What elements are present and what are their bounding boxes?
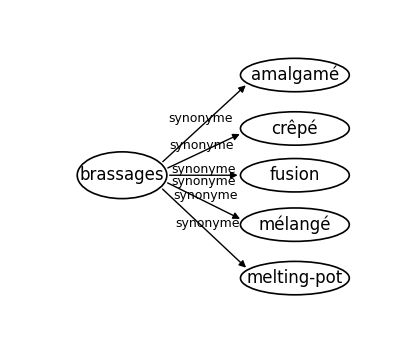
Text: synonyme: synonyme [176,217,240,230]
Ellipse shape [240,159,349,192]
Text: synonyme: synonyme [173,189,238,202]
Text: melting-pot: melting-pot [247,269,343,287]
Text: brassages: brassages [80,166,164,184]
Text: synonyme: synonyme [169,112,233,125]
Ellipse shape [77,152,167,198]
Text: mélangé: mélangé [259,215,331,234]
Text: synonyme: synonyme [171,175,236,188]
Text: synonyme: synonyme [170,139,234,152]
Text: synonyme: synonyme [171,163,236,176]
Text: fusion: fusion [270,166,320,184]
Ellipse shape [240,208,349,242]
Ellipse shape [240,261,349,295]
Ellipse shape [240,58,349,92]
Text: amalgamé: amalgamé [251,66,339,84]
Text: crêpé: crêpé [272,119,318,138]
Ellipse shape [240,112,349,145]
